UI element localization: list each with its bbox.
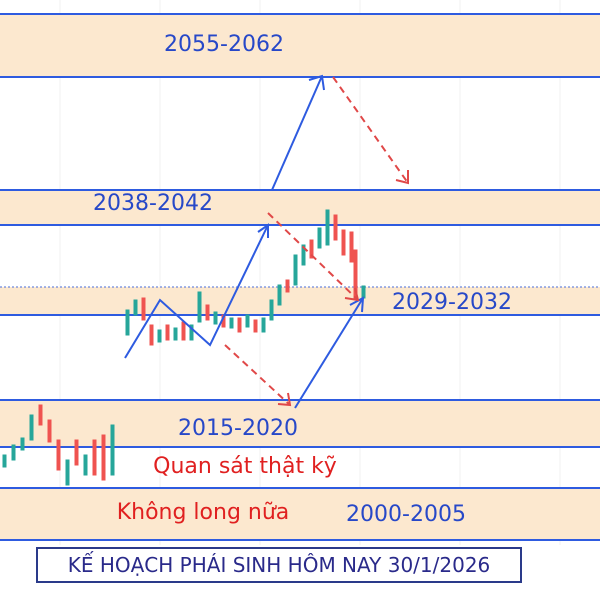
- zone-label: 2015-2020: [178, 416, 298, 441]
- zone-label: 2000-2005: [346, 502, 466, 527]
- grid: [59, 0, 561, 545]
- note: Quan sát thật kỹ: [153, 454, 337, 479]
- blue-arrows: [124, 74, 365, 409]
- title: KẾ HOẠCH PHÁI SINH HÔM NAY 30/1/2026: [68, 552, 491, 577]
- candles: [2, 209, 366, 486]
- red-arrows: [224, 76, 409, 407]
- zone-label: 2038-2042: [93, 191, 213, 216]
- zone-label: 2055-2062: [164, 32, 284, 57]
- title-box: [36, 547, 522, 583]
- note: Không long nữa: [117, 500, 290, 525]
- zones: [0, 13, 600, 541]
- zone-label: 2029-2032: [392, 290, 512, 315]
